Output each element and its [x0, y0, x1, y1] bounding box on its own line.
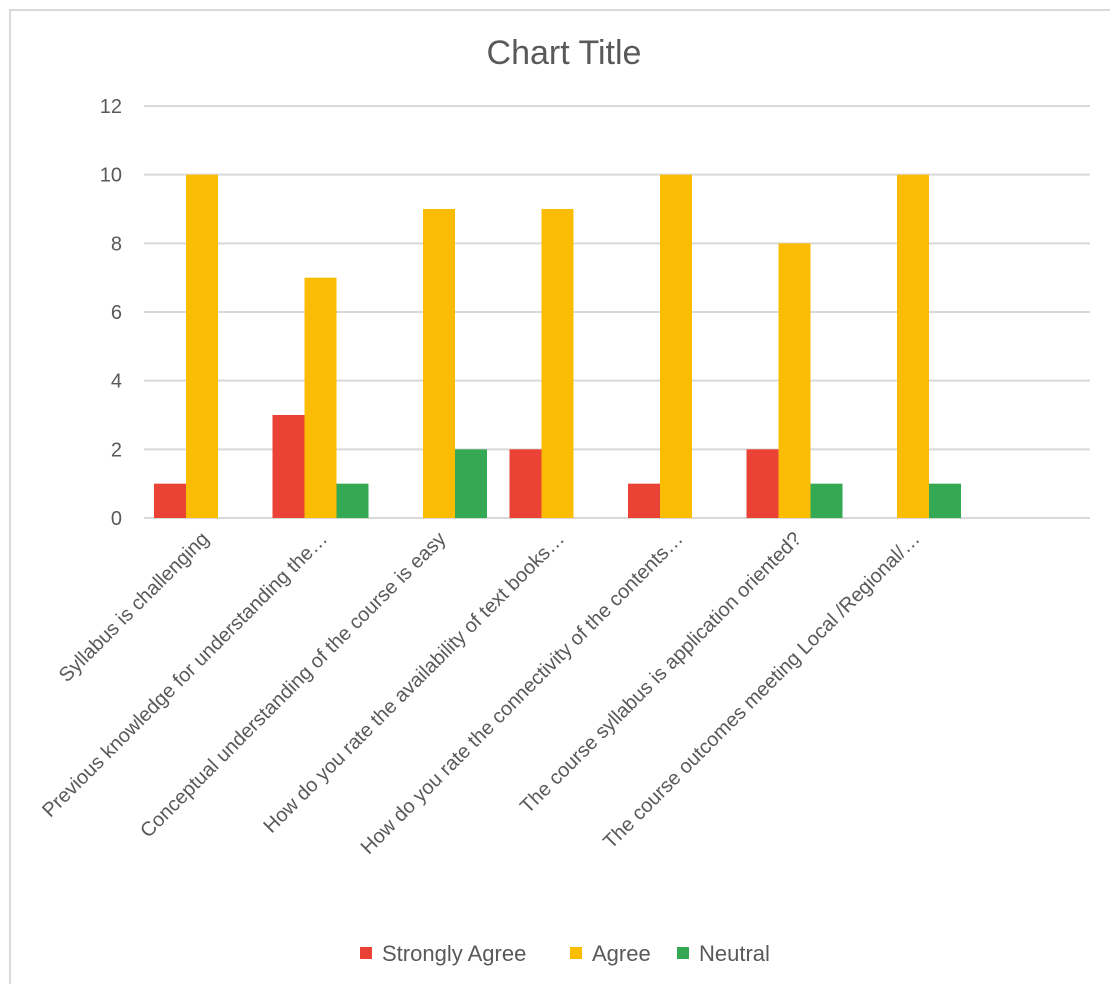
bar-agree [423, 209, 455, 518]
bars [154, 174, 961, 519]
bar-neutral [455, 449, 487, 518]
bar-agree [778, 243, 811, 519]
bar-strongly-agree [746, 449, 779, 518]
legend-label: Neutral [699, 941, 770, 966]
bar-strongly-agree [628, 483, 660, 518]
x-category-label: The course syllabus is application orien… [516, 528, 806, 818]
bar-agree [897, 174, 929, 518]
legend-swatch [360, 947, 372, 959]
y-tick-label: 0 [111, 508, 122, 530]
bar-strongly-agree [509, 449, 542, 518]
y-tick-label: 6 [111, 302, 122, 324]
y-tick-label: 10 [100, 165, 122, 187]
bar-agree [541, 209, 574, 518]
chart-title: Chart Title [487, 34, 642, 72]
bar-neutral [336, 483, 369, 518]
legend: Strongly Agree Agree Neutral [360, 941, 770, 966]
legend-swatch [677, 947, 689, 959]
y-tick-label: 4 [111, 371, 122, 393]
bar-strongly-agree [272, 415, 305, 518]
y-tick-label: 2 [111, 439, 122, 461]
legend-swatch [570, 947, 582, 959]
bar-neutral [810, 483, 843, 518]
y-axis-ticks: 0 2 4 6 8 10 12 [100, 96, 122, 530]
legend-label: Agree [592, 941, 651, 966]
y-tick-label: 8 [111, 233, 122, 255]
bar-agree [186, 174, 218, 518]
bar-strongly-agree [154, 483, 186, 518]
legend-label: Strongly Agree [382, 941, 526, 966]
bar-agree [304, 277, 337, 518]
bar-neutral [929, 483, 961, 518]
y-tick-label: 12 [100, 96, 122, 118]
bar-agree [660, 174, 692, 518]
